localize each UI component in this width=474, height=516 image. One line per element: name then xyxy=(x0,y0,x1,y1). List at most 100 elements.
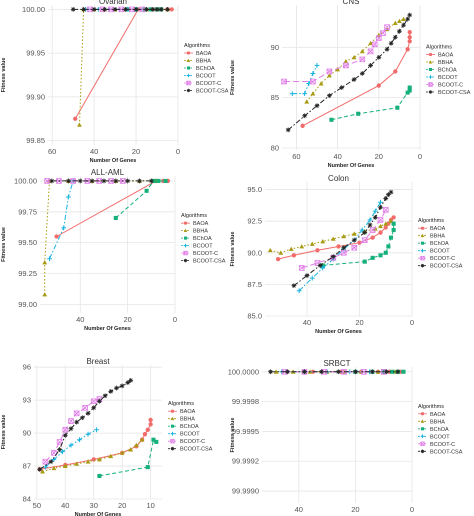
data-point-bcoot xyxy=(372,208,378,214)
y-tick-label: 100.00 xyxy=(22,5,45,14)
data-point-bcoot-csa xyxy=(123,6,128,12)
legend-entry: BChOA xyxy=(193,236,212,242)
series-line-bbha xyxy=(306,18,404,103)
legend-entry: BCOOT-CSA xyxy=(196,89,229,95)
data-point-bcoot-csa xyxy=(57,447,62,452)
data-point-bcoot-csa xyxy=(101,178,107,184)
data-point-bbha xyxy=(335,67,341,72)
data-point-bcoot-c xyxy=(129,6,135,13)
data-point-bchoa xyxy=(378,253,383,258)
data-point-bchoa xyxy=(156,178,161,183)
data-point-bcoot xyxy=(68,442,74,448)
data-point-bcoot-c xyxy=(369,227,376,233)
legend-entry: BAOA xyxy=(430,412,446,418)
y-tick-label: 84 xyxy=(23,495,31,504)
data-point-bcoot-csa xyxy=(383,196,389,201)
legend-title: Algorithms xyxy=(181,213,207,219)
data-point-bcoot-csa xyxy=(49,178,55,184)
data-point-baoa xyxy=(336,244,341,249)
data-point-bcoot xyxy=(367,217,373,223)
data-point-bchoa xyxy=(391,221,396,226)
y-tick-label: 93 xyxy=(23,396,31,405)
legend-entry: BCOOT-C xyxy=(180,439,205,445)
data-point-bcoot-csa xyxy=(119,383,125,389)
y-tick-label: 99.9992 xyxy=(232,457,259,466)
legend-title: Algorithms xyxy=(426,45,452,51)
legend-key-marker xyxy=(170,416,175,421)
data-point-bcoot-csa xyxy=(148,178,154,184)
data-point-bchoa xyxy=(407,88,412,93)
y-tick-label: 85 xyxy=(271,93,279,102)
data-point-bcoot-csa xyxy=(112,6,118,12)
x-tick-label: 10 xyxy=(146,501,154,510)
data-point-bcoot-c xyxy=(139,6,146,13)
y-tick-label: 87 xyxy=(23,462,31,471)
x-tick-label: 60 xyxy=(48,147,56,156)
series-line-baoa xyxy=(39,419,152,470)
data-point-bcoot xyxy=(60,449,65,455)
legend-key-marker xyxy=(420,233,425,238)
data-point-bcoot xyxy=(61,225,67,231)
series-line-baoa xyxy=(302,32,411,127)
legend-key-marker xyxy=(428,67,433,72)
data-point-bbha xyxy=(383,221,389,226)
panel-title: ALL-AML xyxy=(91,168,125,177)
panel-breast: Breast 84 87 90 93 96 50 40 30 20 10 Number Of Gene… xyxy=(1,357,213,516)
data-point-bcoot-csa xyxy=(81,6,87,12)
legend-title: Algorithms xyxy=(418,404,444,410)
data-point-bcoot-c xyxy=(310,78,316,85)
x-axis-label: Number Of Genes xyxy=(84,326,131,332)
data-point-bcoot xyxy=(359,227,365,233)
x-axis-label: Number Of Genes xyxy=(315,329,362,335)
data-point-bcoot-csa xyxy=(85,410,91,416)
x-tick-label: 20 xyxy=(375,152,383,161)
x-tick-label: 40 xyxy=(333,152,341,161)
data-point-bcoot xyxy=(296,288,302,294)
data-point-bcoot-csa xyxy=(378,204,383,210)
data-point-bcoot xyxy=(378,199,383,205)
data-point-bbha xyxy=(304,99,310,104)
data-point-bcoot-csa xyxy=(351,237,357,243)
series-line-bbha xyxy=(79,8,168,125)
data-point-baoa xyxy=(407,39,412,44)
data-point-bcoot xyxy=(289,91,295,97)
legend-key-marker xyxy=(186,73,191,78)
data-point-bbha xyxy=(310,91,316,96)
legend-title: Algorithms xyxy=(418,218,444,224)
data-point-bbha xyxy=(51,465,57,471)
legend-key-marker xyxy=(170,431,175,436)
data-point-baoa xyxy=(407,30,412,35)
data-point-bcoot-csa xyxy=(376,54,382,60)
legend-key-marker xyxy=(183,221,188,225)
data-point-bbha xyxy=(62,463,68,468)
legend-entry: BCOOT xyxy=(430,249,450,255)
legend-key-marker xyxy=(186,80,191,86)
data-point-bcoot-csa xyxy=(37,466,43,472)
data-point-bcoot-csa xyxy=(150,6,156,12)
y-axis-label: Fitness value xyxy=(1,227,7,262)
data-point-bcoot-csa xyxy=(66,178,71,184)
data-point-bbha xyxy=(320,239,326,244)
legend-entry: BChOA xyxy=(196,66,215,72)
data-point-baoa xyxy=(142,432,148,437)
data-point-bcoot-csa xyxy=(125,178,131,184)
data-point-bcoot-csa xyxy=(314,103,320,109)
data-point-bcoot-csa xyxy=(158,6,164,12)
data-point-bcoot-csa xyxy=(351,77,357,82)
data-point-bcoot-c xyxy=(351,244,358,251)
y-tick-label: 85.0 xyxy=(247,312,262,321)
data-point-bcoot-csa xyxy=(91,6,97,12)
data-point-bchoa xyxy=(113,215,118,221)
y-axis-label: Fitness value xyxy=(1,58,7,93)
data-point-bcoot-c xyxy=(62,427,69,433)
data-point-bcoot-csa xyxy=(302,113,308,119)
data-point-bcoot-c xyxy=(298,265,305,271)
data-point-bcoot-c xyxy=(371,41,378,48)
data-point-bcoot-csa xyxy=(397,28,402,34)
data-point-bcoot-c xyxy=(108,178,114,184)
y-tick-label: 90 xyxy=(23,429,31,438)
series-line-baoa xyxy=(56,180,168,237)
series-line-bcoot xyxy=(298,201,381,292)
legend-key-marker xyxy=(420,226,425,230)
data-point-bcoot-csa xyxy=(102,6,108,12)
